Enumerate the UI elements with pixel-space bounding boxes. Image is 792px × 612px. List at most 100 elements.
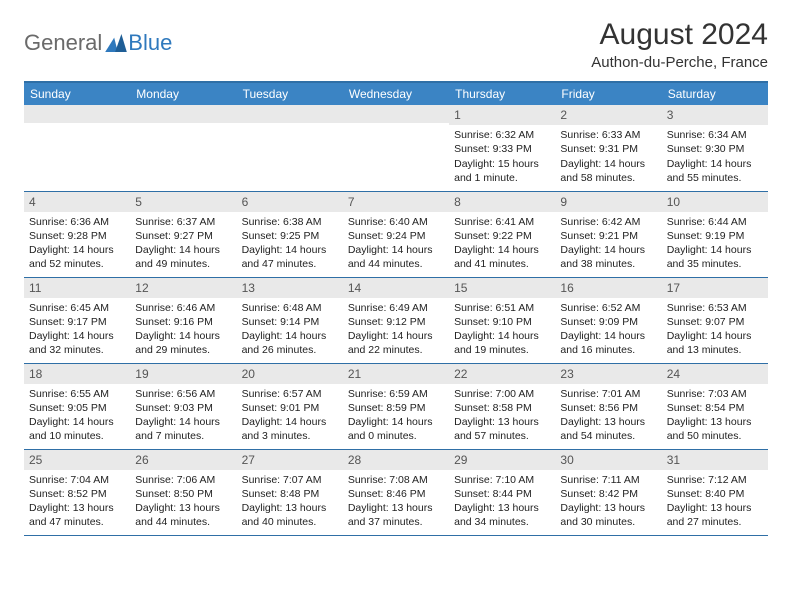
sunset-text: Sunset: 9:31 PM xyxy=(560,142,656,156)
calendar-cell: 27Sunrise: 7:07 AMSunset: 8:48 PMDayligh… xyxy=(237,449,343,535)
sunset-text: Sunset: 9:27 PM xyxy=(135,229,231,243)
day-number: 14 xyxy=(343,278,449,298)
day-body: Sunrise: 6:42 AMSunset: 9:21 PMDaylight:… xyxy=(555,212,661,276)
day-number xyxy=(343,105,449,123)
logo-mark-icon xyxy=(105,34,127,52)
sunset-text: Sunset: 8:44 PM xyxy=(454,487,550,501)
calendar-cell xyxy=(24,105,130,191)
day-number: 27 xyxy=(237,450,343,470)
sunrise-text: Sunrise: 6:40 AM xyxy=(348,215,444,229)
day-body: Sunrise: 6:36 AMSunset: 9:28 PMDaylight:… xyxy=(24,212,130,276)
sunset-text: Sunset: 8:56 PM xyxy=(560,401,656,415)
sunset-text: Sunset: 9:07 PM xyxy=(667,315,763,329)
day-body: Sunrise: 6:37 AMSunset: 9:27 PMDaylight:… xyxy=(130,212,236,276)
sunset-text: Sunset: 8:54 PM xyxy=(667,401,763,415)
daylight-text: Daylight: 13 hours and 34 minutes. xyxy=(454,501,550,529)
day-number: 1 xyxy=(449,105,555,125)
day-number: 3 xyxy=(662,105,768,125)
day-number: 9 xyxy=(555,192,661,212)
sunset-text: Sunset: 9:12 PM xyxy=(348,315,444,329)
day-body: Sunrise: 7:00 AMSunset: 8:58 PMDaylight:… xyxy=(449,384,555,448)
calendar-cell: 30Sunrise: 7:11 AMSunset: 8:42 PMDayligh… xyxy=(555,449,661,535)
sunset-text: Sunset: 9:28 PM xyxy=(29,229,125,243)
daylight-text: Daylight: 14 hours and 58 minutes. xyxy=(560,157,656,185)
daylight-text: Daylight: 14 hours and 35 minutes. xyxy=(667,243,763,271)
day-number: 26 xyxy=(130,450,236,470)
calendar-cell: 25Sunrise: 7:04 AMSunset: 8:52 PMDayligh… xyxy=(24,449,130,535)
sunrise-text: Sunrise: 6:34 AM xyxy=(667,128,763,142)
day-body: Sunrise: 6:57 AMSunset: 9:01 PMDaylight:… xyxy=(237,384,343,448)
day-number: 16 xyxy=(555,278,661,298)
calendar-cell: 18Sunrise: 6:55 AMSunset: 9:05 PMDayligh… xyxy=(24,363,130,449)
daylight-text: Daylight: 14 hours and 49 minutes. xyxy=(135,243,231,271)
day-number: 11 xyxy=(24,278,130,298)
sunrise-text: Sunrise: 6:44 AM xyxy=(667,215,763,229)
calendar-cell xyxy=(343,105,449,191)
sunrise-text: Sunrise: 7:08 AM xyxy=(348,473,444,487)
daylight-text: Daylight: 14 hours and 44 minutes. xyxy=(348,243,444,271)
sunset-text: Sunset: 8:58 PM xyxy=(454,401,550,415)
day-body: Sunrise: 6:34 AMSunset: 9:30 PMDaylight:… xyxy=(662,125,768,189)
calendar-cell: 29Sunrise: 7:10 AMSunset: 8:44 PMDayligh… xyxy=(449,449,555,535)
day-number: 2 xyxy=(555,105,661,125)
day-header: Sunday xyxy=(24,82,130,105)
sunrise-text: Sunrise: 6:45 AM xyxy=(29,301,125,315)
calendar-cell: 26Sunrise: 7:06 AMSunset: 8:50 PMDayligh… xyxy=(130,449,236,535)
calendar-cell: 4Sunrise: 6:36 AMSunset: 9:28 PMDaylight… xyxy=(24,191,130,277)
logo: General Blue xyxy=(24,18,172,56)
day-number xyxy=(237,105,343,123)
daylight-text: Daylight: 14 hours and 22 minutes. xyxy=(348,329,444,357)
sunset-text: Sunset: 9:09 PM xyxy=(560,315,656,329)
page-header: General Blue August 2024 Authon-du-Perch… xyxy=(24,18,768,71)
sunset-text: Sunset: 8:42 PM xyxy=(560,487,656,501)
daylight-text: Daylight: 14 hours and 0 minutes. xyxy=(348,415,444,443)
sunrise-text: Sunrise: 6:51 AM xyxy=(454,301,550,315)
sunset-text: Sunset: 9:03 PM xyxy=(135,401,231,415)
page-title: August 2024 xyxy=(591,18,768,52)
day-body: Sunrise: 6:32 AMSunset: 9:33 PMDaylight:… xyxy=(449,125,555,189)
calendar-cell: 14Sunrise: 6:49 AMSunset: 9:12 PMDayligh… xyxy=(343,277,449,363)
sunrise-text: Sunrise: 6:37 AM xyxy=(135,215,231,229)
day-number: 10 xyxy=(662,192,768,212)
day-body: Sunrise: 7:01 AMSunset: 8:56 PMDaylight:… xyxy=(555,384,661,448)
sunset-text: Sunset: 9:21 PM xyxy=(560,229,656,243)
title-block: August 2024 Authon-du-Perche, France xyxy=(591,18,768,71)
calendar-cell xyxy=(130,105,236,191)
sunrise-text: Sunrise: 7:12 AM xyxy=(667,473,763,487)
page-subtitle: Authon-du-Perche, France xyxy=(591,54,768,71)
day-body: Sunrise: 6:56 AMSunset: 9:03 PMDaylight:… xyxy=(130,384,236,448)
day-number: 21 xyxy=(343,364,449,384)
sunrise-text: Sunrise: 7:07 AM xyxy=(242,473,338,487)
sunrise-text: Sunrise: 6:57 AM xyxy=(242,387,338,401)
sunrise-text: Sunrise: 7:00 AM xyxy=(454,387,550,401)
day-body: Sunrise: 6:59 AMSunset: 8:59 PMDaylight:… xyxy=(343,384,449,448)
sunrise-text: Sunrise: 6:46 AM xyxy=(135,301,231,315)
day-number: 31 xyxy=(662,450,768,470)
day-body: Sunrise: 7:10 AMSunset: 8:44 PMDaylight:… xyxy=(449,470,555,534)
calendar-cell: 1Sunrise: 6:32 AMSunset: 9:33 PMDaylight… xyxy=(449,105,555,191)
day-number: 5 xyxy=(130,192,236,212)
calendar-cell: 31Sunrise: 7:12 AMSunset: 8:40 PMDayligh… xyxy=(662,449,768,535)
day-number: 15 xyxy=(449,278,555,298)
day-body: Sunrise: 6:55 AMSunset: 9:05 PMDaylight:… xyxy=(24,384,130,448)
sunset-text: Sunset: 9:05 PM xyxy=(29,401,125,415)
day-number xyxy=(130,105,236,123)
calendar-cell: 8Sunrise: 6:41 AMSunset: 9:22 PMDaylight… xyxy=(449,191,555,277)
sunset-text: Sunset: 9:01 PM xyxy=(242,401,338,415)
calendar-cell: 11Sunrise: 6:45 AMSunset: 9:17 PMDayligh… xyxy=(24,277,130,363)
day-body: Sunrise: 6:46 AMSunset: 9:16 PMDaylight:… xyxy=(130,298,236,362)
calendar-cell: 5Sunrise: 6:37 AMSunset: 9:27 PMDaylight… xyxy=(130,191,236,277)
sunrise-text: Sunrise: 6:55 AM xyxy=(29,387,125,401)
daylight-text: Daylight: 14 hours and 41 minutes. xyxy=(454,243,550,271)
calendar-cell xyxy=(237,105,343,191)
daylight-text: Daylight: 13 hours and 50 minutes. xyxy=(667,415,763,443)
daylight-text: Daylight: 14 hours and 16 minutes. xyxy=(560,329,656,357)
calendar-cell: 20Sunrise: 6:57 AMSunset: 9:01 PMDayligh… xyxy=(237,363,343,449)
daylight-text: Daylight: 14 hours and 52 minutes. xyxy=(29,243,125,271)
calendar-cell: 22Sunrise: 7:00 AMSunset: 8:58 PMDayligh… xyxy=(449,363,555,449)
sunrise-text: Sunrise: 6:42 AM xyxy=(560,215,656,229)
daylight-text: Daylight: 14 hours and 26 minutes. xyxy=(242,329,338,357)
daylight-text: Daylight: 13 hours and 27 minutes. xyxy=(667,501,763,529)
daylight-text: Daylight: 14 hours and 29 minutes. xyxy=(135,329,231,357)
day-header: Tuesday xyxy=(237,82,343,105)
